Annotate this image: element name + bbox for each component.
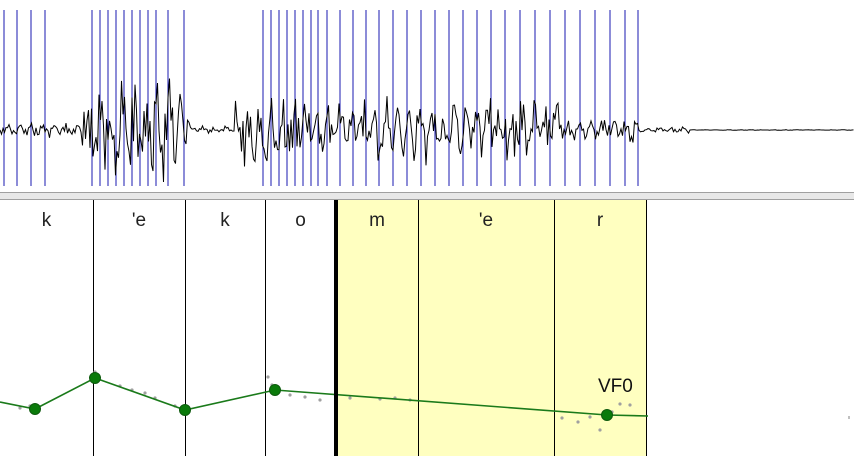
raw-pitch-point [143,391,147,395]
waveform-panel[interactable] [0,0,854,192]
waveform [0,78,854,183]
raw-pitch-point [560,416,564,420]
raw-pitch-point [318,398,322,402]
segment-panel[interactable]: k 'e k o m 'e r VF0 [0,200,854,456]
raw-pitch-point [598,428,602,432]
pitch-target-point[interactable] [179,404,191,416]
segment-labels: k 'e k o m 'e r [42,210,604,231]
raw-pitch-point [618,402,622,406]
segment-label[interactable]: o [295,210,306,231]
selection-start-cursor[interactable] [334,200,338,456]
panel-divider[interactable] [0,192,854,200]
raw-pitch-point [288,393,292,397]
segment-label[interactable]: r [597,210,604,231]
pitch-target-point[interactable] [601,409,613,421]
raw-pitch-point [303,395,307,399]
selected-segment-fill [336,200,418,456]
segment-label[interactable]: k [42,210,52,231]
segment-label[interactable]: k [220,210,230,231]
raw-pitch-point [266,375,270,379]
raw-pitch-point [348,396,352,400]
raw-pitch-point [628,403,632,407]
edge-tick [848,416,850,419]
pitch-curve-label: VF0 [598,376,633,397]
segment-label[interactable]: 'e [479,210,493,231]
pitch-target-point[interactable] [29,403,41,415]
raw-pitch-point [576,420,580,424]
selected-segment-fill [418,200,554,456]
selection-highlight [336,200,646,456]
pitch-target-point[interactable] [89,372,101,384]
raw-pitch-point [588,415,592,419]
pitch-target-point[interactable] [269,384,281,396]
raw-pitch-point [18,406,22,410]
segment-label[interactable]: m [369,210,385,231]
segment-label[interactable]: 'e [132,210,146,231]
pitch-curve[interactable] [0,372,850,421]
selected-segment-fill [554,200,646,456]
